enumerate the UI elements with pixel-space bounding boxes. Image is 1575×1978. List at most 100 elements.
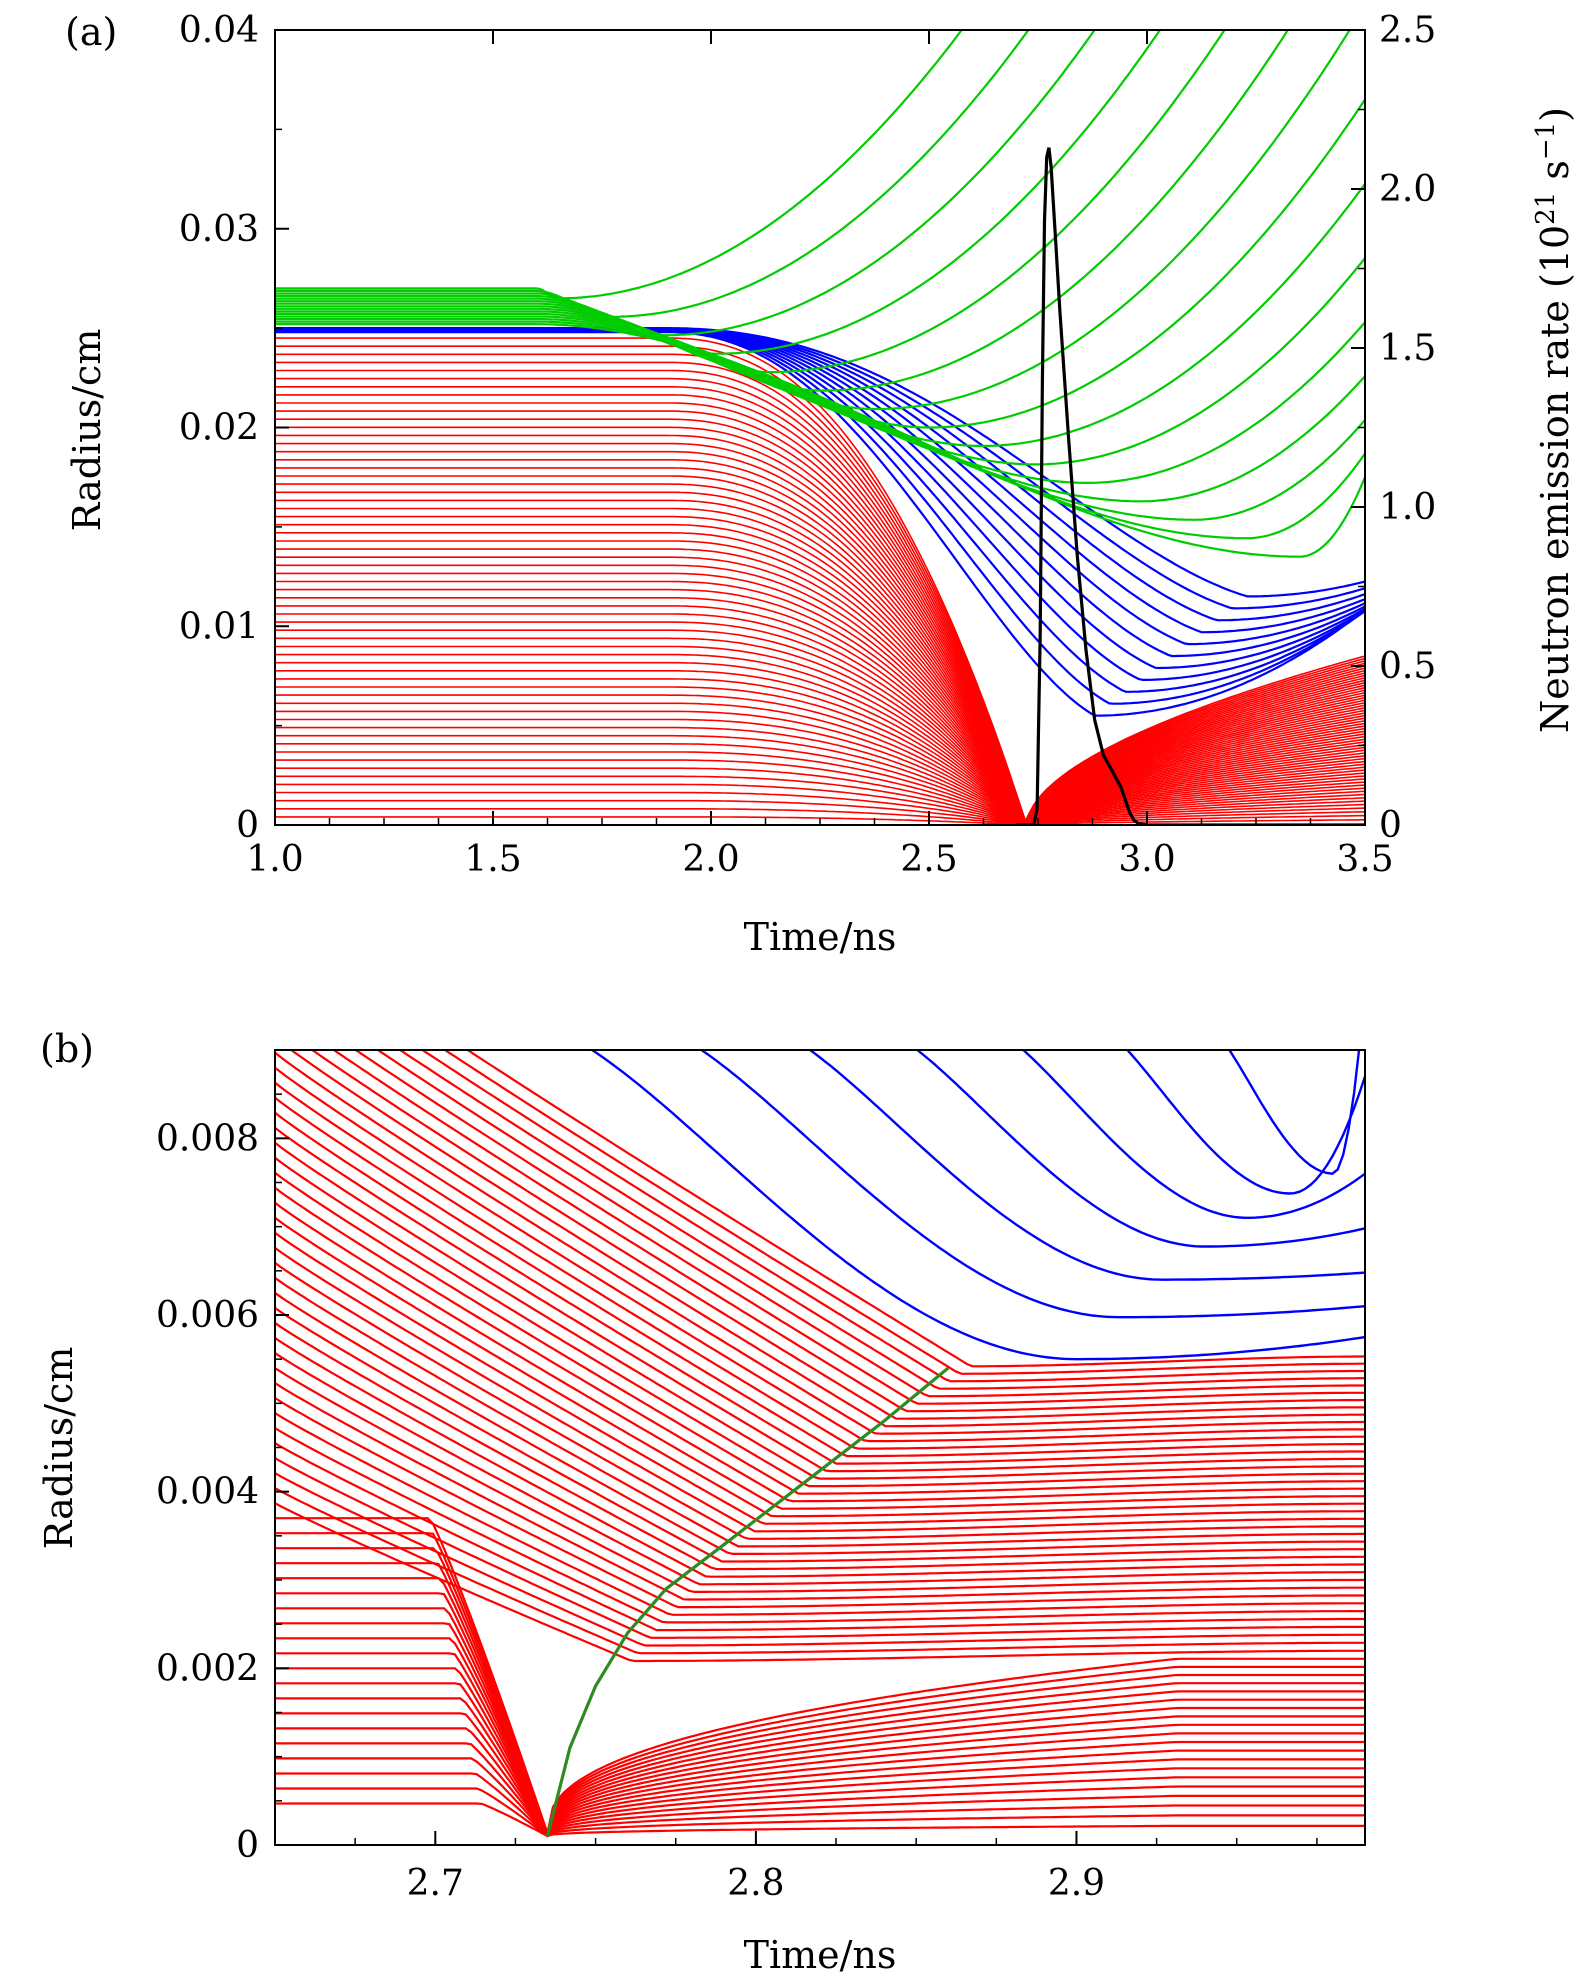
b-y-tick-label: 0 bbox=[236, 1825, 259, 1866]
a-fuel-line bbox=[275, 726, 1365, 825]
a-ablator-line bbox=[275, 315, 1365, 503]
b-fuel-line bbox=[275, 1186, 1365, 1503]
b-fuel-line bbox=[443, 1050, 1365, 1375]
b-axis-ticks: 2.7 2.8 2.9 0 0.002 0.004 0.006 0.008 bbox=[156, 1049, 1318, 1904]
a-fuel-line bbox=[275, 661, 1365, 825]
a-x-tick-label: 3.0 bbox=[1118, 839, 1175, 880]
b-fuel-line bbox=[275, 1141, 1365, 1480]
a-fuel-line bbox=[275, 369, 1365, 824]
panel-label-b: (b) bbox=[40, 1027, 94, 1071]
a-fuel-line bbox=[275, 459, 1365, 825]
b-fuel-line bbox=[275, 1727, 1365, 1838]
b-fuel-line bbox=[275, 1577, 1365, 1838]
b-fuel-line bbox=[275, 1667, 1365, 1838]
a-fuel-line bbox=[275, 645, 1365, 825]
b-fuel-radius-series bbox=[275, 1050, 1365, 1838]
a-y2-tick-label: 0.5 bbox=[1379, 646, 1436, 687]
a-fuel-line bbox=[275, 653, 1365, 825]
a-y-tick-label: 0.01 bbox=[179, 606, 259, 647]
a-ablator-radius-series bbox=[275, 30, 1365, 558]
b-y-tick-label: 0.002 bbox=[156, 1648, 259, 1689]
b-fuel-line bbox=[275, 1652, 1365, 1838]
b-shell-line bbox=[1021, 1050, 1365, 1219]
b-fuel-line bbox=[275, 1592, 1365, 1838]
a-fuel-line bbox=[275, 751, 1365, 825]
b-fuel-line bbox=[275, 1322, 1365, 1571]
a-fuel-line bbox=[275, 475, 1365, 825]
b-fuel-line bbox=[275, 1397, 1365, 1609]
a-fuel-line bbox=[275, 597, 1365, 825]
b-shell-line bbox=[915, 1050, 1365, 1248]
a-fuel-line bbox=[275, 702, 1365, 825]
a-fuel-line bbox=[275, 808, 1365, 825]
b-fuel-line bbox=[275, 1156, 1365, 1488]
b-shell-line bbox=[589, 1050, 1365, 1361]
a-fuel-line bbox=[275, 564, 1365, 825]
b-fuel-line bbox=[275, 1051, 1365, 1435]
b-x-tick-label: 2.9 bbox=[1048, 1863, 1105, 1904]
a-y2-tick-label: 1.0 bbox=[1379, 487, 1436, 528]
b-fuel-line bbox=[275, 1337, 1365, 1578]
a-ablator-line bbox=[275, 30, 1290, 392]
a-y-tick-label: 0.03 bbox=[179, 209, 259, 250]
a-fuel-line bbox=[275, 418, 1365, 825]
a-fuel-line bbox=[275, 791, 1365, 825]
b-fuel-line bbox=[310, 1050, 1365, 1420]
a-fuel-line bbox=[275, 377, 1365, 824]
b-fuel-line bbox=[275, 1472, 1365, 1647]
b-fuel-line bbox=[275, 1682, 1365, 1838]
a-ablator-line bbox=[275, 317, 1365, 521]
a-ablator-line bbox=[275, 98, 1365, 429]
b-fuel-line bbox=[375, 1050, 1365, 1398]
b-fuel-line bbox=[275, 1802, 1365, 1838]
a-fuel-line bbox=[275, 629, 1365, 825]
a-fuel-line bbox=[275, 345, 1365, 824]
b-fuel-line bbox=[275, 1382, 1365, 1601]
a-fuel-line bbox=[275, 572, 1365, 825]
a-fuel-line bbox=[275, 775, 1365, 825]
a-fuel-line bbox=[275, 499, 1365, 825]
b-fuel-line bbox=[275, 1367, 1365, 1593]
a-fuel-line bbox=[275, 410, 1365, 825]
b-fuel-line bbox=[275, 1216, 1365, 1518]
b-fuel-line bbox=[275, 1742, 1365, 1838]
b-shock-trajectory-line bbox=[545, 1366, 950, 1837]
a-fuel-line bbox=[275, 434, 1365, 825]
b-fuel-line bbox=[275, 1562, 1365, 1838]
a-fuel-line bbox=[275, 532, 1365, 825]
a-fuel-line bbox=[275, 605, 1365, 825]
panel-b: (b) 2.7 2.8 2.9 0 0.002 0.004 0.006 0.008 Time/… bbox=[37, 1027, 1366, 1977]
b-fuel-line bbox=[275, 1201, 1365, 1510]
a-fuel-line bbox=[275, 361, 1365, 824]
a-fuel-line bbox=[275, 426, 1365, 825]
b-fuel-line bbox=[289, 1050, 1365, 1428]
b-fuel-line bbox=[275, 1517, 1365, 1838]
a-fuel-line bbox=[275, 637, 1365, 825]
a-shell-line bbox=[275, 327, 1365, 598]
a-fuel-line bbox=[275, 523, 1365, 825]
a-ablator-line bbox=[275, 320, 1365, 540]
b-shell-radius-series bbox=[589, 1050, 1365, 1361]
a-fuel-line bbox=[275, 710, 1365, 825]
a-y2-tick-label: 2.0 bbox=[1379, 169, 1436, 210]
b-fuel-line bbox=[275, 1457, 1365, 1639]
b-fuel-line bbox=[353, 1050, 1365, 1405]
b-fuel-line bbox=[275, 1171, 1365, 1495]
a-shell-line bbox=[275, 329, 1365, 670]
a-fuel-line bbox=[275, 767, 1365, 825]
a-fuel-line bbox=[275, 734, 1365, 825]
b-x-tick-label: 2.7 bbox=[407, 1863, 464, 1904]
a-axis-ticks: 1.0 1.5 2.0 2.5 3.0 3.500.010.020.030.0400.51… bbox=[179, 10, 1436, 880]
b-fuel-line bbox=[275, 1622, 1365, 1838]
a-fuel-line bbox=[275, 483, 1365, 825]
a-y-tick-label: 0.04 bbox=[179, 10, 259, 51]
b-fuel-line bbox=[275, 1231, 1365, 1525]
a-fuel-line bbox=[275, 515, 1365, 825]
b-y-axis-title: Radius/cm bbox=[37, 1347, 81, 1550]
a-y2-tick-label: 2.5 bbox=[1379, 10, 1436, 51]
b-fuel-line bbox=[275, 1262, 1365, 1540]
b-fuel-line bbox=[275, 1637, 1365, 1838]
b-fuel-line bbox=[398, 1050, 1365, 1390]
a-fuel-line bbox=[275, 402, 1365, 825]
b-fuel-line bbox=[275, 1352, 1365, 1586]
